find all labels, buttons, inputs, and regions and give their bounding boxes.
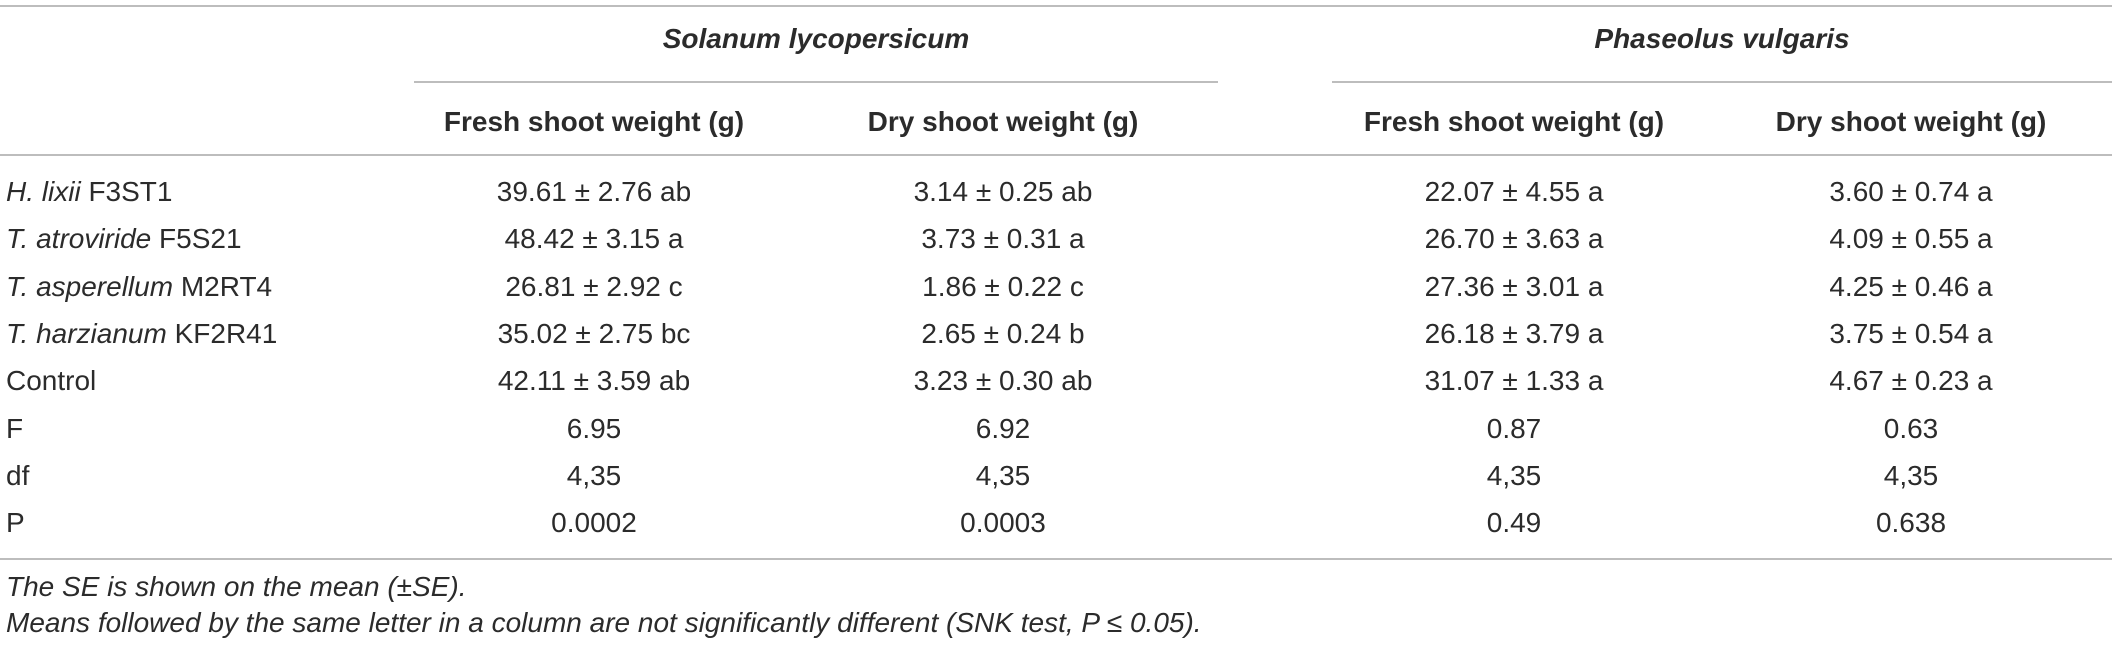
table-cell: 22.07 ± 4.55 a — [1424, 176, 1604, 207]
column-header-phaseolus-fresh: Fresh shoot weight (g) — [1363, 106, 1665, 137]
row-label: T. atroviride F5S21 — [6, 222, 242, 256]
table-cell: 4.25 ± 0.46 a — [1829, 271, 1993, 302]
species-name: T. harzianum — [6, 318, 167, 349]
table-cell: 26.18 ± 3.79 a — [1424, 318, 1604, 349]
table-cell: 0.49 — [1486, 507, 1542, 538]
row-label: Control — [6, 364, 96, 398]
header-rule — [0, 154, 2112, 156]
strain-name: df — [6, 460, 30, 491]
species-name: H. lixii — [6, 176, 81, 207]
table-cell: 48.42 ± 3.15 a — [504, 223, 684, 254]
table-cell: 35.02 ± 2.75 bc — [497, 318, 691, 349]
table-cell: 4,35 — [1486, 460, 1542, 491]
table-top-rule — [0, 5, 2112, 7]
table-cell: 2.65 ± 0.24 b — [921, 318, 1085, 349]
table-cell: 0.0003 — [960, 507, 1046, 538]
table-cell: 6.92 — [975, 413, 1031, 444]
row-label: H. lixii F3ST1 — [6, 175, 172, 209]
strain-name: F3ST1 — [80, 176, 173, 207]
table-cell: 4,35 — [566, 460, 622, 491]
group-title-phaseolus: Phaseolus vulgaris — [1594, 23, 1850, 54]
table-cell: 3.14 ± 0.25 ab — [913, 176, 1093, 207]
column-header-phaseolus-dry: Dry shoot weight (g) — [1775, 106, 2047, 137]
column-header-solanum-fresh: Fresh shoot weight (g) — [443, 106, 745, 137]
table-cell: 6.95 — [566, 413, 622, 444]
table-cell: 27.36 ± 3.01 a — [1424, 271, 1604, 302]
group-rule-phaseolus — [1332, 81, 2112, 83]
table-cell: 0.87 — [1486, 413, 1542, 444]
strain-name: F — [6, 413, 24, 444]
group-rule-solanum — [414, 81, 1218, 83]
row-label: F — [6, 412, 23, 446]
table-cell: 4,35 — [975, 460, 1031, 491]
table-cell: 0.0002 — [551, 507, 637, 538]
table-bottom-rule — [0, 558, 2112, 560]
table-cell: 3.73 ± 0.31 a — [921, 223, 1085, 254]
table-cell: 3.23 ± 0.30 ab — [913, 365, 1093, 396]
table-cell: 3.60 ± 0.74 a — [1829, 176, 1993, 207]
table-cell: 26.70 ± 3.63 a — [1424, 223, 1604, 254]
footnote-se: The SE is shown on the mean (±SE). — [6, 571, 467, 602]
row-label: T. harzianum KF2R41 — [6, 317, 277, 351]
footnote-snk: Means followed by the same letter in a c… — [6, 607, 1202, 638]
table-cell: 4,35 — [1883, 460, 1939, 491]
table-cell: 42.11 ± 3.59 ab — [497, 365, 691, 396]
column-header-solanum-dry: Dry shoot weight (g) — [867, 106, 1139, 137]
row-label: T. asperellum M2RT4 — [6, 270, 272, 304]
table-cell: 0.63 — [1883, 413, 1939, 444]
table-cell: 26.81 ± 2.92 c — [505, 271, 683, 302]
row-label: P — [6, 506, 25, 540]
strain-name: KF2R41 — [166, 318, 278, 349]
strain-name: F5S21 — [151, 223, 242, 254]
strain-name: P — [6, 507, 25, 538]
group-title-solanum: Solanum lycopersicum — [662, 23, 970, 54]
species-name: T. asperellum — [6, 271, 174, 302]
table-cell: 39.61 ± 2.76 ab — [496, 176, 692, 207]
table-cell: 3.75 ± 0.54 a — [1829, 318, 1993, 349]
table-cell: 4.67 ± 0.23 a — [1829, 365, 1993, 396]
species-name: T. atroviride — [6, 223, 152, 254]
row-label: df — [6, 459, 29, 493]
table-cell: 4.09 ± 0.55 a — [1829, 223, 1993, 254]
table-cell: 1.86 ± 0.22 c — [922, 271, 1084, 302]
table-cell: 0.638 — [1875, 507, 1947, 538]
strain-name: Control — [6, 365, 97, 396]
strain-name: M2RT4 — [173, 271, 273, 302]
table-cell: 31.07 ± 1.33 a — [1424, 365, 1604, 396]
